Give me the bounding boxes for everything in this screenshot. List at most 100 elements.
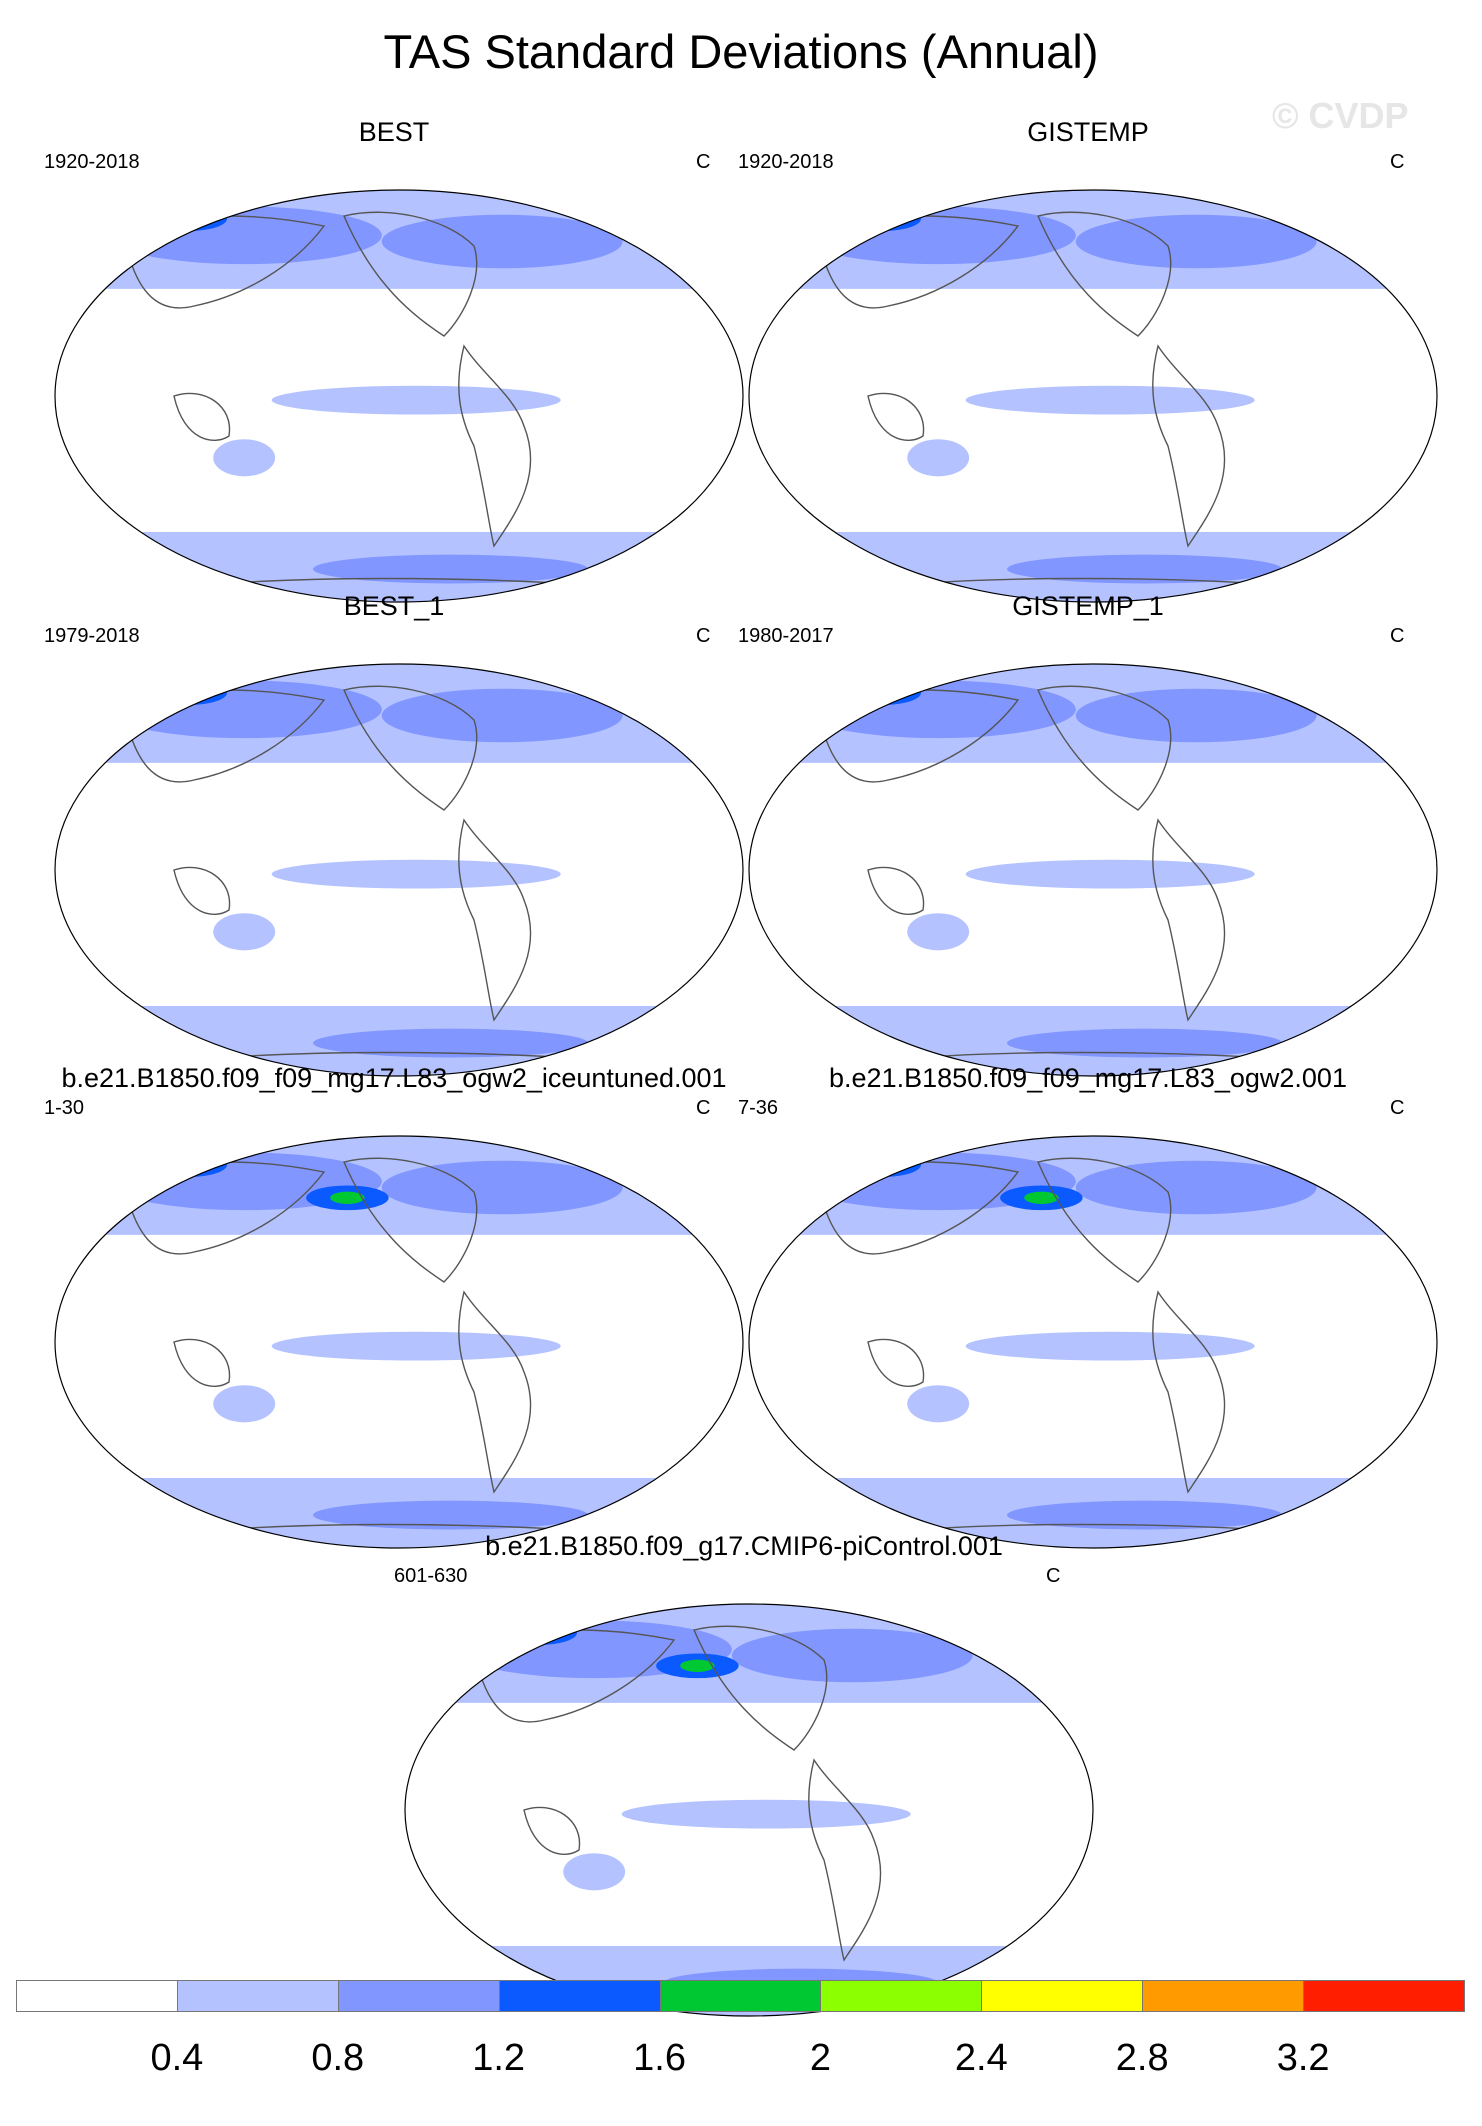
tropical-pacific-tongue — [965, 859, 1255, 889]
siberia-strong-variability — [494, 1620, 577, 1646]
coastline-3 — [523, 1806, 581, 1855]
coastline-1 — [1037, 211, 1172, 337]
map-boundary — [748, 189, 1438, 603]
tas-std-map — [54, 1135, 744, 1549]
australia-variability — [213, 1385, 276, 1423]
panel-units: C — [1390, 625, 1405, 647]
tas-std-map — [748, 189, 1438, 603]
arctic-peak-variability — [1024, 1191, 1059, 1204]
siberia-strong-variability — [144, 680, 227, 706]
map-boundary — [54, 663, 744, 1077]
antarctic-high-variability — [313, 1500, 589, 1530]
panel-units: C — [696, 1097, 711, 1119]
colorbar — [16, 1980, 1465, 2014]
coastline-3 — [867, 1338, 925, 1387]
coastline-0 — [808, 1758, 882, 1962]
north-america-high-variability — [381, 214, 623, 269]
colorbar-label: 0.8 — [311, 2037, 365, 2079]
arctic-peak-variability — [330, 1191, 365, 1204]
coastline-3 — [867, 866, 925, 915]
panel-title: GISTEMP_1 — [1012, 591, 1164, 621]
colorbar-box — [16, 1980, 178, 2012]
colorbar-label: 2 — [809, 2037, 831, 2079]
coastline-1 — [1037, 685, 1172, 811]
tas-std-map — [748, 663, 1438, 1077]
panel-title: GISTEMP — [1027, 117, 1149, 147]
panel-units: C — [696, 151, 711, 173]
coastline-0 — [458, 818, 532, 1022]
map-panel: b.e21.B1850.f09_g17.CMIP6-piControl.001 6… — [394, 1530, 1094, 2017]
colorbar-label: 3.2 — [1276, 2037, 1330, 2079]
siberia-strong-variability — [838, 680, 921, 706]
coastline-3 — [173, 392, 231, 441]
siberia-strong-variability — [144, 206, 227, 232]
coastline-3 — [173, 1338, 231, 1387]
coastline-1 — [1037, 1157, 1172, 1283]
australia-variability — [213, 913, 276, 951]
map-panel: GISTEMP_1 1980-2017 C — [738, 590, 1438, 1077]
map-boundary — [748, 663, 1438, 1077]
antarctic-high-variability — [313, 1028, 589, 1058]
colorbar-label: 2.8 — [1115, 2037, 1169, 2079]
colorbar-box — [1303, 1980, 1465, 2012]
panel-units: C — [1046, 1565, 1061, 1587]
panel-period: 601-630 — [394, 1565, 468, 1587]
panel-period: 1920-2018 — [44, 151, 140, 173]
australia-variability — [213, 439, 276, 477]
map-panel: GISTEMP 1920-2018 C — [738, 116, 1438, 603]
figure-title: TAS Standard Deviations (Annual) — [383, 25, 1099, 78]
coastline-1 — [343, 1157, 478, 1283]
map-boundary — [54, 1135, 744, 1549]
map-boundary — [748, 1135, 1438, 1549]
map-panel: b.e21.B1850.f09_f09_mg17.L83_ogw2.001 7-3… — [738, 1062, 1438, 1549]
tropical-pacific-tongue — [271, 385, 561, 415]
coastline-1 — [693, 1625, 828, 1751]
panel-title: BEST — [358, 117, 430, 147]
colorbar-box — [1142, 1980, 1305, 2012]
north-america-high-variability — [1075, 214, 1317, 269]
coastline-1 — [343, 211, 478, 337]
coastline-0 — [1152, 818, 1226, 1022]
australia-variability — [907, 1385, 970, 1423]
tas-std-map — [748, 1135, 1438, 1549]
panel-units: C — [696, 625, 711, 647]
coastline-3 — [867, 392, 925, 441]
tas-std-map — [54, 663, 744, 1077]
coastline-1 — [343, 685, 478, 811]
north-america-high-variability — [381, 688, 623, 743]
north-america-high-variability — [381, 1160, 623, 1215]
panel-title: b.e21.B1850.f09_g17.CMIP6-piControl.001 — [485, 1531, 1003, 1561]
tas-std-map — [54, 189, 744, 603]
panel-units: C — [1390, 151, 1405, 173]
panel-title: b.e21.B1850.f09_f09_mg17.L83_ogw2.001 — [829, 1063, 1347, 1093]
siberia-strong-variability — [838, 206, 921, 232]
coastline-0 — [458, 1290, 532, 1494]
australia-variability — [907, 439, 970, 477]
panel-period: 1979-2018 — [44, 625, 140, 647]
colorbar-box — [337, 1980, 500, 2012]
map-panel: BEST_1 1979-2018 C — [44, 590, 744, 1077]
colorbar-box — [820, 1980, 983, 2012]
siberia-strong-variability — [838, 1152, 921, 1178]
coastline-0 — [1152, 344, 1226, 548]
colorbar-label: 1.2 — [472, 2037, 526, 2079]
coastline-0 — [1152, 1290, 1226, 1494]
map-panel: b.e21.B1850.f09_f09_mg17.L83_ogw2_iceunt… — [44, 1062, 744, 1549]
colorbar-label: 0.4 — [150, 2037, 204, 2079]
panel-period: 7-36 — [738, 1097, 779, 1119]
panel-title: BEST_1 — [343, 591, 445, 621]
panel-title: b.e21.B1850.f09_f09_mg17.L83_ogw2_iceunt… — [61, 1063, 727, 1093]
arctic-peak-variability — [680, 1659, 715, 1672]
colorbar-label: 1.6 — [633, 2037, 686, 2079]
north-america-high-variability — [1075, 1160, 1317, 1215]
antarctic-high-variability — [1007, 1500, 1283, 1530]
colorbar-box — [981, 1980, 1144, 2012]
coastline-0 — [458, 344, 532, 548]
map-boundary — [54, 189, 744, 603]
tropical-pacific-tongue — [965, 385, 1255, 415]
colorbar-box — [659, 1980, 822, 2012]
panel-period: 1-30 — [44, 1097, 85, 1119]
map-panel: BEST 1920-2018 C — [44, 116, 744, 603]
panel-units: C — [1390, 1097, 1405, 1119]
australia-variability — [907, 913, 970, 951]
